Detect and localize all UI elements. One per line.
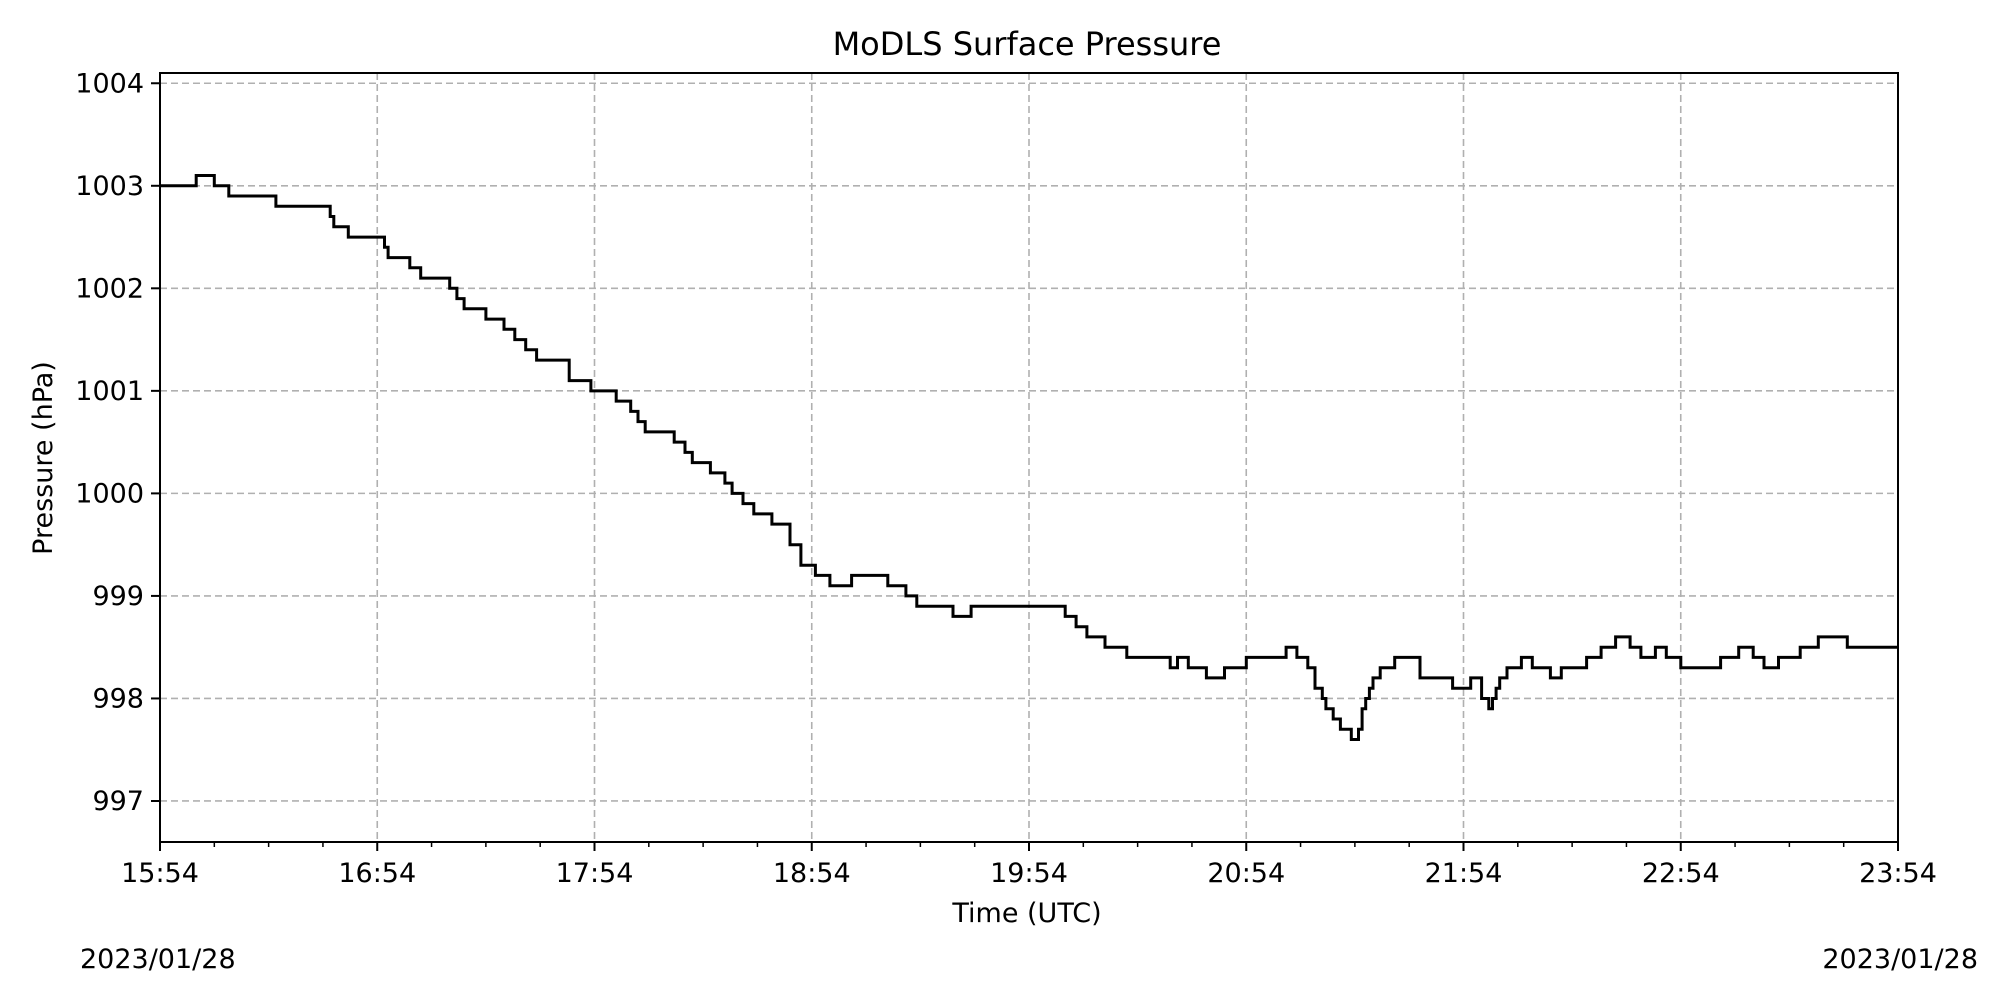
pressure-series-line [160,174,1898,741]
x-axis-label: Time (UTC) [951,898,1101,929]
y-tick-label: 1002 [75,273,144,304]
y-tick-label: 999 [92,581,144,612]
tick-layer: 15:54 16:54 17:54 18:54 19:54 20:54 21:54 22:54… [75,68,1937,889]
y-tick-label: 998 [92,683,144,714]
plot-layer [160,174,1898,741]
y-tick-label: 1000 [75,478,144,509]
y-tick-label: 1003 [75,171,144,202]
start-date-label: 2023/01/28 [80,944,236,975]
x-tick-label: 16:54 [338,858,416,889]
y-tick-label: 1001 [75,376,144,407]
x-tick-label: 15:54 [121,858,199,889]
end-date-label: 2023/01/28 [1822,944,1978,975]
grid-layer [159,73,1899,842]
x-tick-label: 19:54 [990,858,1068,889]
y-axis-label: Pressure (hPa) [28,361,59,555]
y-tick-label: 1004 [75,68,144,99]
y-tick-label: 997 [92,786,144,817]
x-tick-label: 18:54 [773,858,851,889]
x-tick-label: 17:54 [556,858,634,889]
chart-title: MoDLS Surface Pressure [833,25,1222,63]
x-tick-label: 20:54 [1207,858,1285,889]
x-tick-label: 22:54 [1642,858,1720,889]
x-tick-label: 21:54 [1425,858,1503,889]
x-tick-label: 23:54 [1859,858,1937,889]
